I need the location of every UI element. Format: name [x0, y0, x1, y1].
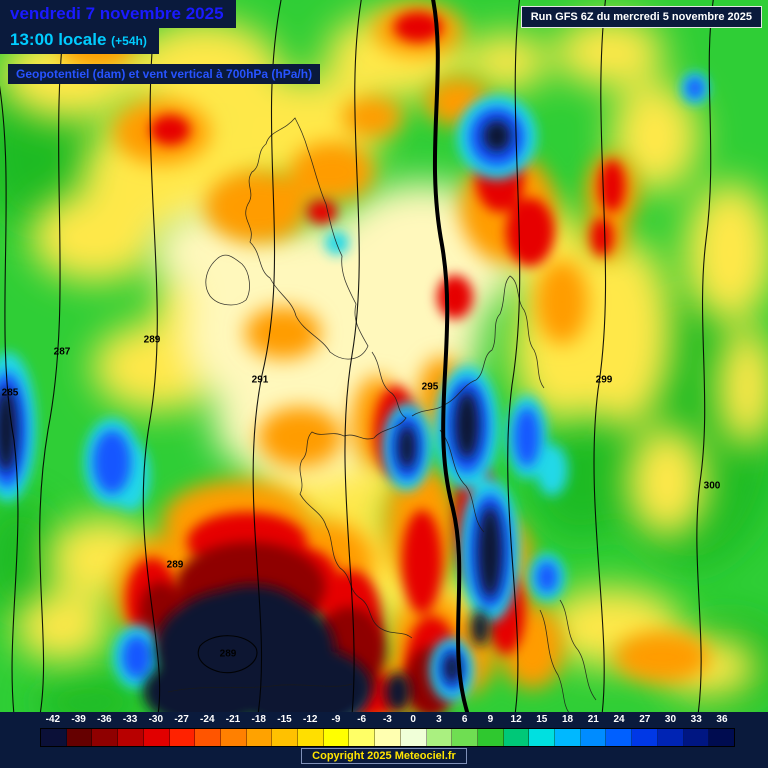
legend-tick: 18	[561, 714, 574, 725]
legend-swatches	[40, 728, 735, 747]
legend-swatch	[683, 729, 710, 746]
legend-tick: 12	[510, 714, 522, 725]
legend-swatch	[349, 729, 376, 746]
legend-swatch	[632, 729, 658, 746]
legend-swatch	[580, 729, 607, 746]
legend-tick: -36	[97, 714, 112, 725]
legend-swatch	[503, 729, 530, 746]
map-area: 285 287 289 291 295 299 300 289 289 vendredi 7 n…	[0, 0, 768, 712]
legend-swatch	[426, 729, 453, 746]
legend-swatch	[66, 729, 93, 746]
legend-swatch	[298, 729, 324, 746]
legend-swatch	[195, 729, 221, 746]
legend-tick: -33	[122, 714, 138, 725]
local-time: 13:00 locale	[10, 30, 107, 49]
legend-swatch	[400, 729, 427, 746]
legend-swatch	[555, 729, 581, 746]
legend-swatch	[220, 729, 247, 746]
legend-tick: -18	[251, 714, 266, 725]
legend-tick: 15	[536, 714, 548, 725]
legend-tick: 30	[664, 714, 677, 725]
legend-tick: 21	[587, 714, 599, 725]
copyright-bar: Copyright 2025 Meteociel.fr	[0, 746, 768, 764]
legend-swatch	[529, 729, 556, 746]
bold-contour-line	[431, 0, 470, 712]
legend-tick: 3	[436, 714, 442, 725]
legend-tick: 0	[410, 714, 416, 725]
legend-swatch	[477, 729, 504, 746]
legend-swatch	[41, 729, 67, 746]
legend-swatch	[452, 729, 478, 746]
legend-tick: 36	[716, 714, 728, 725]
legend-swatch	[92, 729, 119, 746]
copyright-text: Copyright 2025 Meteociel.fr	[301, 748, 467, 764]
legend-swatch	[709, 729, 734, 746]
legend-tick: -24	[200, 714, 215, 725]
legend-swatch	[118, 729, 144, 746]
forecast-offset: (+54h)	[111, 34, 147, 48]
legend-tick: 24	[613, 714, 625, 725]
legend-tick: -9	[331, 714, 341, 725]
legend-tick: -42	[45, 714, 61, 725]
legend-swatch	[323, 729, 350, 746]
map-subtitle: Geopotentiel (dam) et vent vertical à 70…	[8, 64, 321, 84]
legend-tick: 6	[461, 714, 468, 725]
legend-ticks: -42 -39 -36 -33 -30 -27 -24 -21 -18 -15 -12 -9 -6 -3 0…	[40, 714, 735, 725]
legend-tick: -21	[225, 714, 241, 725]
legend-tick: 27	[639, 714, 651, 725]
legend-swatch	[143, 729, 170, 746]
legend-swatch	[375, 729, 401, 746]
run-info-box: Run GFS 6Z du mercredi 5 novembre 2025	[520, 6, 762, 28]
legend-swatch	[272, 729, 299, 746]
legend-swatch	[606, 729, 633, 746]
date-label: vendredi 7 novembre 2025	[0, 0, 236, 28]
vertical-velocity-field	[0, 0, 768, 712]
legend-tick: 33	[690, 714, 702, 725]
legend-swatch	[169, 729, 196, 746]
legend-tick: -27	[174, 714, 189, 725]
legend-tick: -3	[382, 714, 392, 725]
legend-tick: -30	[148, 714, 164, 725]
time-label: 13:00 locale (+54h)	[0, 27, 159, 54]
legend-swatch	[246, 729, 273, 746]
legend-tick: -12	[302, 714, 318, 725]
legend-tick: 9	[487, 714, 494, 725]
legend-tick: -15	[277, 714, 292, 725]
legend-swatch	[657, 729, 684, 746]
legend-tick: -39	[71, 714, 86, 725]
legend-bar: -42 -39 -36 -33 -30 -27 -24 -21 -18 -15 -12 -9 -6 -3 0…	[0, 712, 768, 768]
legend-tick: -6	[357, 714, 367, 725]
